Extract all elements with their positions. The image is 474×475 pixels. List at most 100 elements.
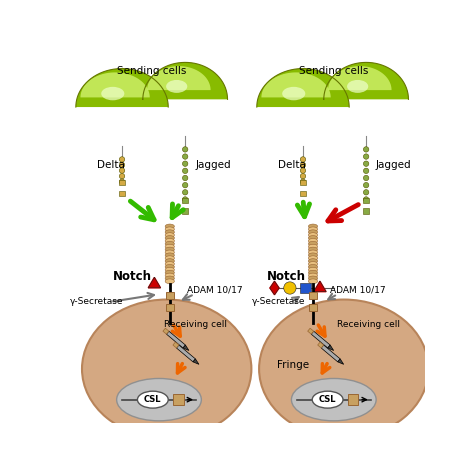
Ellipse shape [282, 87, 305, 100]
Ellipse shape [165, 256, 174, 260]
Ellipse shape [309, 230, 318, 235]
Text: Delta: Delta [278, 160, 306, 170]
Polygon shape [328, 345, 334, 351]
Polygon shape [166, 331, 185, 348]
Circle shape [119, 173, 125, 179]
Circle shape [182, 147, 188, 152]
Text: Receiving cell: Receiving cell [337, 321, 400, 330]
Ellipse shape [309, 273, 318, 278]
Text: ADAM 10/17: ADAM 10/17 [330, 285, 385, 294]
Circle shape [119, 179, 125, 184]
Polygon shape [311, 331, 330, 348]
Circle shape [364, 175, 369, 180]
Ellipse shape [165, 238, 174, 243]
Text: Notch: Notch [267, 270, 306, 283]
Polygon shape [328, 66, 392, 90]
Ellipse shape [165, 250, 174, 255]
Bar [166, 292, 173, 299]
Bar [309, 304, 317, 311]
Ellipse shape [166, 80, 187, 93]
Circle shape [182, 197, 188, 202]
Bar [364, 209, 369, 214]
Circle shape [301, 168, 306, 173]
Ellipse shape [312, 391, 343, 408]
Ellipse shape [165, 267, 174, 272]
Ellipse shape [309, 270, 318, 275]
Text: CSL: CSL [144, 395, 162, 404]
Polygon shape [176, 345, 195, 362]
Circle shape [364, 190, 369, 195]
Ellipse shape [165, 241, 174, 246]
Ellipse shape [82, 300, 251, 438]
Ellipse shape [165, 262, 174, 266]
Bar [166, 304, 173, 311]
Text: Jagged: Jagged [195, 160, 231, 170]
Polygon shape [173, 342, 179, 348]
Polygon shape [183, 345, 189, 351]
Circle shape [119, 162, 125, 168]
Polygon shape [308, 328, 314, 334]
Ellipse shape [165, 273, 174, 278]
Ellipse shape [165, 265, 174, 269]
Ellipse shape [347, 80, 368, 93]
Polygon shape [148, 277, 161, 288]
Bar [182, 209, 188, 214]
Ellipse shape [309, 259, 318, 264]
Circle shape [182, 175, 188, 180]
Text: γ-Secretase: γ-Secretase [70, 297, 123, 306]
Bar [119, 180, 125, 185]
Circle shape [364, 197, 369, 202]
Ellipse shape [309, 233, 318, 238]
Circle shape [301, 173, 306, 179]
Circle shape [182, 190, 188, 195]
Ellipse shape [165, 233, 174, 238]
Ellipse shape [309, 238, 318, 243]
Ellipse shape [165, 279, 174, 284]
Bar [119, 190, 125, 196]
Bar [309, 292, 317, 299]
Circle shape [301, 162, 306, 168]
Text: Jagged: Jagged [375, 160, 411, 170]
Polygon shape [76, 68, 168, 107]
Polygon shape [193, 359, 199, 364]
Ellipse shape [309, 265, 318, 269]
Ellipse shape [292, 379, 376, 421]
Circle shape [364, 161, 369, 166]
Text: γ-Secretase: γ-Secretase [251, 297, 305, 306]
Ellipse shape [309, 253, 318, 257]
Bar [301, 180, 306, 185]
Bar [301, 190, 306, 196]
Ellipse shape [309, 262, 318, 266]
Ellipse shape [117, 379, 201, 421]
Ellipse shape [137, 391, 168, 408]
Ellipse shape [309, 256, 318, 260]
Bar [173, 394, 183, 405]
Ellipse shape [309, 224, 318, 229]
Ellipse shape [101, 87, 124, 100]
Circle shape [364, 182, 369, 188]
Bar [182, 198, 188, 203]
Bar [300, 283, 310, 294]
Ellipse shape [309, 250, 318, 255]
Ellipse shape [165, 247, 174, 252]
Ellipse shape [309, 279, 318, 284]
Bar [364, 198, 369, 203]
Ellipse shape [309, 241, 318, 246]
Polygon shape [321, 345, 340, 362]
Circle shape [301, 157, 306, 162]
Text: Delta: Delta [97, 160, 125, 170]
Circle shape [182, 161, 188, 166]
Circle shape [182, 154, 188, 159]
Ellipse shape [165, 259, 174, 264]
Polygon shape [163, 328, 169, 334]
Circle shape [119, 168, 125, 173]
Polygon shape [318, 342, 324, 348]
Circle shape [364, 147, 369, 152]
Text: Sending cells: Sending cells [299, 66, 368, 76]
Ellipse shape [165, 230, 174, 235]
Ellipse shape [165, 224, 174, 229]
Ellipse shape [309, 227, 318, 232]
Polygon shape [143, 62, 228, 99]
Polygon shape [257, 68, 349, 107]
Polygon shape [261, 72, 331, 97]
